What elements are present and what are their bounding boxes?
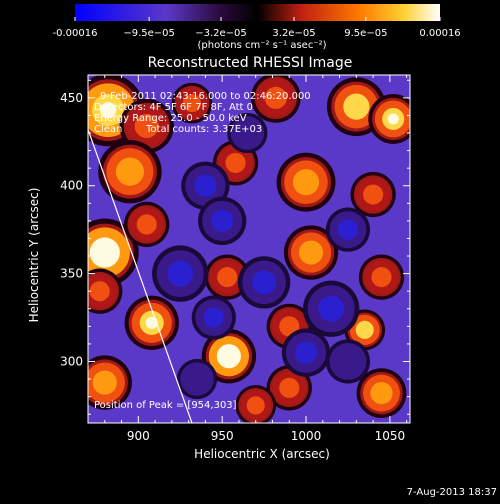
x-axis-label: Heliocentric X (arcsec) bbox=[194, 447, 330, 461]
heatmap-blob-core bbox=[92, 370, 117, 395]
heatmap-blob-core bbox=[279, 316, 300, 337]
heatmap-blob-core bbox=[252, 270, 277, 295]
heatmap-blob-core bbox=[337, 219, 359, 240]
heatmap-blob-core bbox=[371, 267, 392, 288]
annotation-time-range: 9-Feb-2011 02:43:16.000 to 02:46:20.000 bbox=[100, 91, 311, 102]
heatmap-blob-core bbox=[182, 94, 202, 113]
heatmap-blob-core bbox=[194, 174, 217, 197]
y-axis-ticks: 300 350 400 450 bbox=[60, 79, 410, 415]
heatmap-blob-core bbox=[343, 93, 370, 120]
annotation-energy-range: Energy Range: 25.0 - 50.0 keV bbox=[94, 113, 247, 124]
colorbar bbox=[75, 4, 440, 21]
colorbar-tick-label: 0.00016 bbox=[419, 28, 460, 39]
footer-date: 7-Aug-2013 18:37 bbox=[407, 487, 497, 498]
x-axis-ticks: 900 950 1000 1050 bbox=[104, 75, 408, 443]
heatmap-blob-peak bbox=[222, 350, 235, 363]
heatmap-blob-core bbox=[238, 123, 257, 143]
heatmap-blob-core bbox=[337, 351, 359, 372]
heatmap-blob-core bbox=[298, 240, 324, 265]
heatmap-blob-core bbox=[211, 209, 234, 232]
solar-limb-line bbox=[88, 129, 193, 423]
heatmap-blob-core bbox=[136, 214, 157, 235]
y-axis-label: Heliocentric Y (arcsec) bbox=[27, 188, 41, 323]
heatmap-blob-peak bbox=[387, 113, 399, 125]
heatmap-blob-peak bbox=[97, 244, 113, 261]
annotation-total-counts: Total counts: 3.37E+03 bbox=[145, 124, 262, 135]
annotation-clean: Clean bbox=[94, 124, 122, 135]
heatmap-blob-core bbox=[203, 307, 224, 328]
heatmap-blob-core bbox=[355, 320, 374, 339]
heatmap-blob-core bbox=[217, 267, 238, 288]
colorbar-tick-label: −3.2e−05 bbox=[195, 28, 247, 39]
heatmap-blob-core bbox=[318, 295, 345, 322]
colorbar-units: (photons cm⁻² s⁻¹ asec⁻²) bbox=[197, 40, 326, 51]
y-tick-label: 350 bbox=[60, 267, 83, 281]
colorbar-tick-label: −9.5e−05 bbox=[123, 28, 175, 39]
heatmap-blob-peak bbox=[145, 316, 158, 329]
x-tick-label: 900 bbox=[127, 429, 150, 443]
heatmap-blobs bbox=[88, 75, 410, 423]
plot-frame bbox=[87, 74, 411, 424]
heatmap-blob-core bbox=[294, 341, 318, 364]
heatmap-blob-core bbox=[370, 382, 393, 405]
colorbar-ticks: -0.00016 −9.5e−05 −3.2e−05 3.2e−05 9.5e−05 0.… bbox=[53, 17, 461, 39]
annotation-detectors: Detectors: 4F 5F 6F 7F 8F, Att 0 bbox=[94, 102, 253, 113]
heatmap-blob-core bbox=[134, 113, 159, 139]
heatmap-blob-core bbox=[225, 152, 246, 173]
colorbar-tick-label: -0.00016 bbox=[53, 28, 98, 39]
chart-title: Reconstructed RHESSI Image bbox=[148, 55, 353, 71]
x-tick-label: 1000 bbox=[291, 429, 322, 443]
heatmap-blob-core bbox=[167, 260, 194, 287]
colorbar-tick-label: 3.2e−05 bbox=[272, 28, 315, 39]
heatmap-blob-core bbox=[279, 377, 300, 398]
colorbar-tick-label: 9.5e−05 bbox=[344, 28, 387, 39]
heatmap-blob-core bbox=[89, 281, 110, 302]
heatmap-blob-core bbox=[246, 396, 265, 415]
y-tick-label: 300 bbox=[60, 354, 83, 368]
x-tick-label: 950 bbox=[211, 429, 234, 443]
y-tick-label: 400 bbox=[60, 179, 83, 193]
heatmap-area bbox=[88, 75, 410, 423]
heatmap-blob-core bbox=[363, 184, 384, 205]
heatmap-blob-core bbox=[292, 169, 320, 196]
y-tick-label: 450 bbox=[60, 91, 83, 105]
heatmap-blob-peak bbox=[100, 102, 117, 119]
heatmap-blob-core bbox=[264, 86, 287, 109]
heatmap-blob-core bbox=[187, 369, 207, 389]
annotation-peak-position: Position of Peak = [954,303] bbox=[94, 400, 237, 411]
heatmap-blob-core bbox=[115, 157, 145, 186]
x-tick-label: 1050 bbox=[375, 429, 406, 443]
